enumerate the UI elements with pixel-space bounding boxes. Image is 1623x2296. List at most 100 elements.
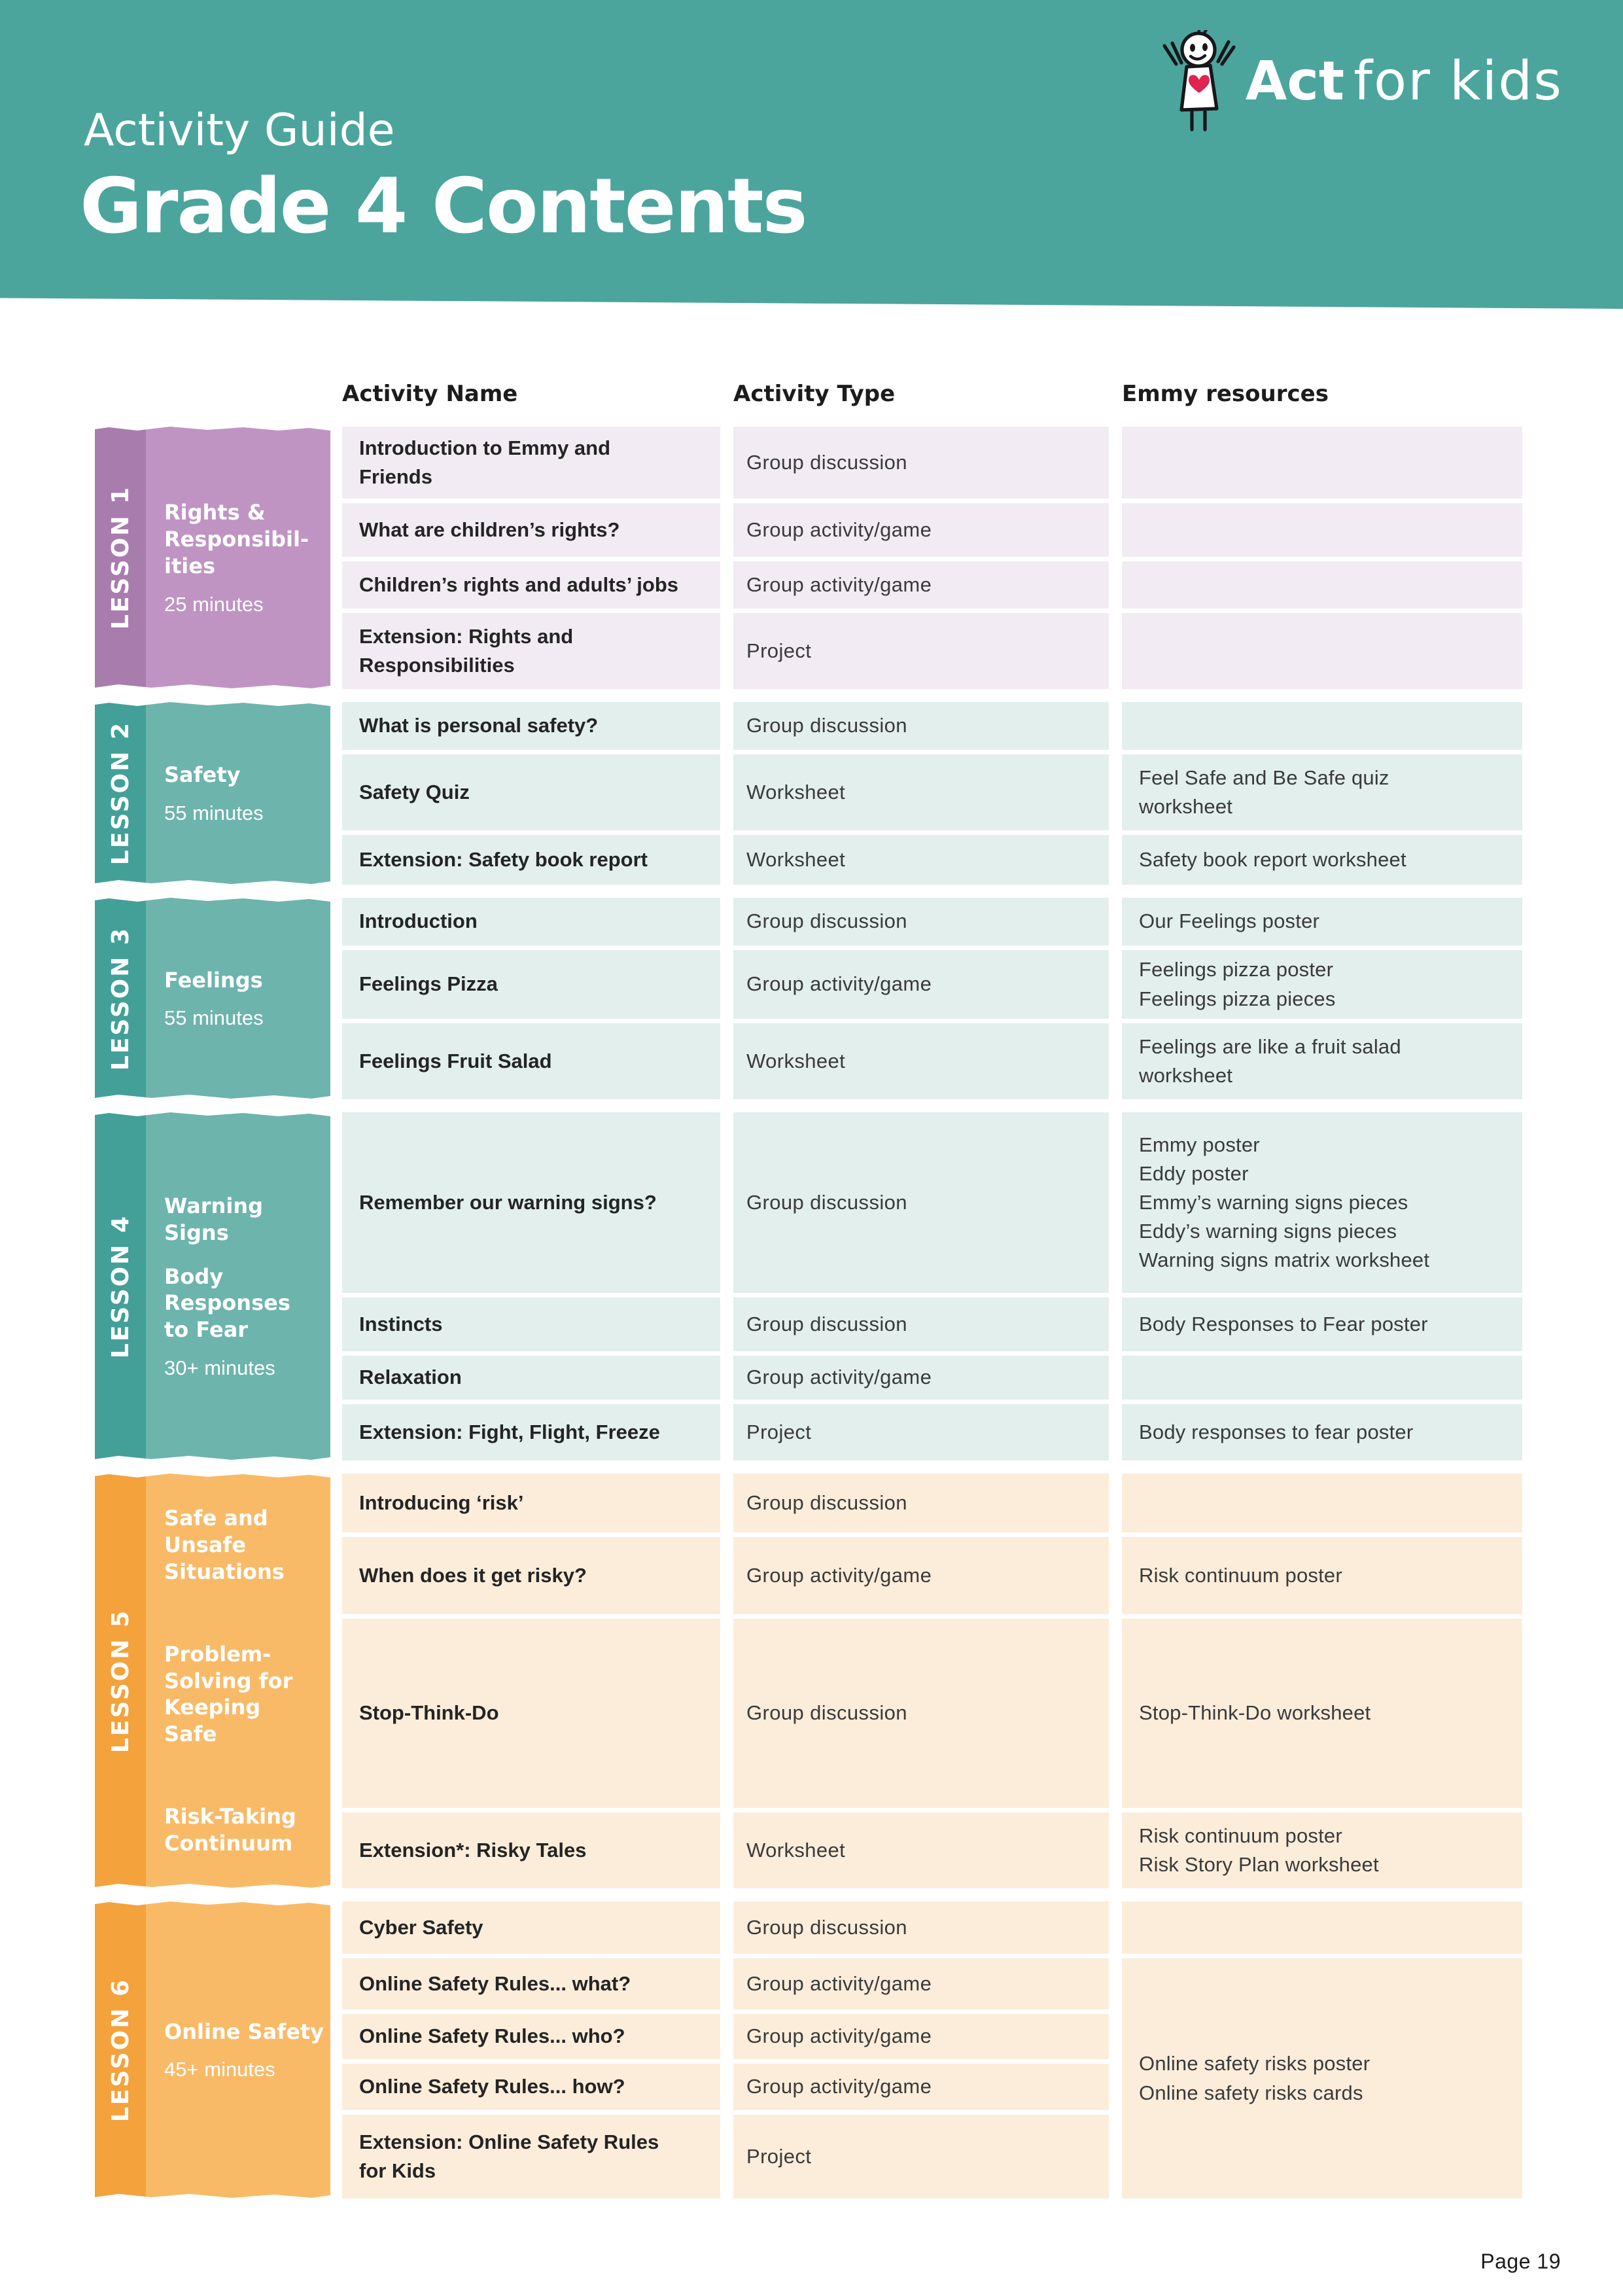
lesson-3-block: LESSON 3 Feelings 55 minutes Introductio… (95, 898, 1623, 1099)
activity-name-cell: Introducing ‘risk’ (342, 1474, 720, 1532)
lesson-5-title-risk-taking: Risk-Taking Continuum (164, 1804, 296, 1856)
activity-name-cell: Feelings Fruit Salad (342, 1023, 720, 1099)
activity-type-cell: Group discussion (733, 1619, 1109, 1808)
lesson-4-title-warning-signs: Warning Signs (164, 1193, 263, 1245)
emmy-resources-cell (1122, 613, 1522, 689)
activity-name-cell: Children’s rights and adults’ jobs (342, 561, 720, 609)
emmy-resources-cell: Our Feelings poster (1122, 898, 1522, 945)
activity-type-cell: Project (733, 1404, 1109, 1460)
table-column-headers: Activity Name Activity Type Emmy resourc… (95, 381, 1623, 407)
lesson-1-spine: LESSON 1 (95, 427, 146, 689)
emmy-resources-cell (1122, 1356, 1522, 1400)
activity-type-cell: Group discussion (733, 1901, 1109, 1954)
activity-type-cell: Group discussion (733, 1298, 1109, 1351)
lesson-3-rows: Introduction Group discussion Our Feelin… (342, 898, 1522, 1099)
lesson-1-block: LESSON 1 Rights & Responsibil- ities 25 … (95, 427, 1623, 689)
lesson-5-tab: LESSON 5 Safe and Unsafe Situations Prob… (95, 1474, 330, 1888)
emmy-resources-cell: Feelings pizza poster Feelings pizza pie… (1122, 950, 1522, 1019)
activity-type-cell: Worksheet (733, 1023, 1109, 1099)
lesson-4-tab: LESSON 4 Warning Signs Body Responses to… (95, 1112, 330, 1460)
lesson-2-block: LESSON 2 Safety 55 minutes What is perso… (95, 702, 1623, 885)
activity-type-cell: Project (733, 613, 1109, 689)
lesson-2-title: Safety (164, 762, 241, 788)
lesson-4-tab-body: Warning Signs Body Responses to Fear 30+… (146, 1112, 330, 1460)
emmy-resources-cell (1122, 427, 1522, 499)
activity-type-cell: Group activity/game (733, 561, 1109, 609)
lesson-5-tab-body: Safe and Unsafe Situations Problem- Solv… (146, 1474, 330, 1888)
activity-name-cell: Introduction (342, 898, 720, 945)
activity-name-cell: Online Safety Rules... how? (342, 2064, 720, 2110)
lesson-6-spine: LESSON 6 (95, 1901, 146, 2199)
activity-name-cell: Extension*: Risky Tales (342, 1812, 720, 1888)
brand-wordmark: Act for kids (1246, 55, 1563, 109)
column-header-spacer (95, 381, 342, 407)
emmy-resources-cell: Body Responses to Fear poster (1122, 1298, 1522, 1351)
emmy-resources-cell: Risk continuum poster (1122, 1537, 1522, 1614)
lesson-2-duration: 55 minutes (164, 801, 264, 824)
activity-type-cell: Group activity/game (733, 1356, 1109, 1400)
emmy-resources-cell (1122, 702, 1522, 750)
activity-type-cell: Group activity/game (733, 950, 1109, 1019)
lesson-3-spine: LESSON 3 (95, 898, 146, 1099)
lesson-5-title-safe-unsafe: Safe and Unsafe Situations (164, 1506, 285, 1584)
lesson-5-number-label: LESSON 5 (107, 1608, 134, 1754)
lesson-3-duration: 55 minutes (164, 1006, 264, 1030)
column-header-activity-type: Activity Type (733, 381, 896, 407)
lesson-4-rows: Remember our warning signs? Group discus… (342, 1112, 1522, 1460)
lesson-1-tab: LESSON 1 Rights & Responsibil- ities 25 … (95, 427, 330, 689)
lesson-5-title-problem-solving: Problem- Solving for Keeping Safe (164, 1641, 293, 1747)
kid-figure-icon (1161, 30, 1238, 133)
emmy-resources-cell: Safety book report worksheet (1122, 835, 1522, 885)
lesson-2-spine: LESSON 2 (95, 702, 146, 885)
lesson-2-tab-body: Safety 55 minutes (146, 702, 330, 885)
lesson-1-number-label: LESSON 1 (107, 486, 134, 630)
emmy-resources-cell: Risk continuum poster Risk Story Plan wo… (1122, 1812, 1522, 1888)
activity-type-cell: Worksheet (733, 835, 1109, 885)
activity-name-cell: Stop-Think-Do (342, 1619, 720, 1808)
lesson-3-tab: LESSON 3 Feelings 55 minutes (95, 898, 330, 1099)
page-header: Activity Guide Grade 4 Contents (0, 0, 1623, 309)
activity-name-cell: Online Safety Rules... what? (342, 1958, 720, 2009)
lesson-6-number-label: LESSON 6 (107, 1977, 134, 2123)
emmy-resources-cell (1122, 1474, 1522, 1532)
emmy-resources-cell: Feelings are like a fruit salad workshee… (1122, 1023, 1522, 1099)
activity-name-cell: Extension: Online Safety Rules for Kids (342, 2115, 720, 2199)
emmy-resources-cell (1122, 1901, 1522, 1954)
activity-name-cell: Extension: Safety book report (342, 835, 720, 885)
lesson-3-tab-body: Feelings 55 minutes (146, 898, 330, 1099)
lesson-4-duration: 30+ minutes (164, 1356, 275, 1380)
lesson-4-block: LESSON 4 Warning Signs Body Responses to… (95, 1112, 1623, 1460)
activity-type-cell: Group activity/game (733, 1537, 1109, 1614)
activity-type-cell: Group discussion (733, 1112, 1109, 1293)
lesson-6-title: Online Safety (164, 2019, 324, 2044)
activity-name-cell: Relaxation (342, 1356, 720, 1400)
lesson-4-spine: LESSON 4 (95, 1112, 146, 1460)
lesson-5-spine: LESSON 5 (95, 1474, 146, 1888)
activity-name-cell: What is personal safety? (342, 702, 720, 750)
lesson-3-number-label: LESSON 3 (107, 926, 134, 1071)
lesson-4-number-label: LESSON 4 (107, 1214, 134, 1359)
activity-name-cell: Extension: Rights and Responsibilities (342, 613, 720, 689)
emmy-resources-cell: Feel Safe and Be Safe quiz worksheet (1122, 754, 1522, 830)
lesson-2-number-label: LESSON 2 (107, 721, 134, 866)
activity-name-cell: Instincts (342, 1298, 720, 1351)
lesson-6-rows: Cyber Safety Group discussion Online Saf… (342, 1901, 1522, 2199)
column-header-activity-name: Activity Name (342, 381, 518, 407)
activity-name-cell: Remember our warning signs? (342, 1112, 720, 1293)
contents-table: Activity Name Activity Type Emmy resourc… (0, 309, 1623, 2212)
activity-name-cell: Safety Quiz (342, 754, 720, 830)
lesson-2-tab: LESSON 2 Safety 55 minutes (95, 702, 330, 885)
activity-name-cell: When does it get risky? (342, 1537, 720, 1614)
lesson-4-title-body-responses: Body Responses to Fear (164, 1263, 290, 1343)
lesson-3-title: Feelings (164, 967, 263, 993)
document-pretitle: Activity Guide (84, 105, 395, 156)
page-title: Grade 4 Contents (80, 162, 807, 251)
activity-name-cell: Online Safety Rules... who? (342, 2014, 720, 2059)
activity-type-cell: Group activity/game (733, 1958, 1109, 2009)
emmy-resources-cell: Stop-Think-Do worksheet (1122, 1619, 1522, 1808)
lesson-6-tab-body: Online Safety 45+ minutes (146, 1901, 330, 2199)
emmy-resources-merged-cell: Online safety risks poster Online safety… (1122, 1958, 1522, 2199)
activity-name-cell: Introduction to Emmy and Friends (342, 427, 720, 499)
activity-type-cell: Project (733, 2115, 1109, 2199)
lesson-6-duration: 45+ minutes (164, 2058, 275, 2081)
